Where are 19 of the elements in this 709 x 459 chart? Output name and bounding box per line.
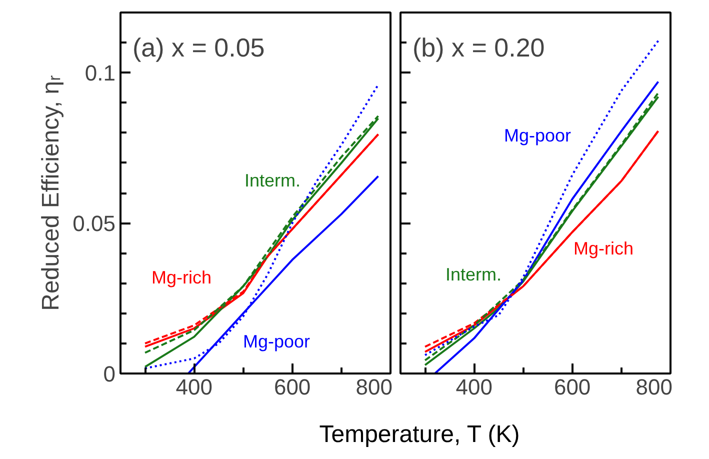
y-tick-label: 0.05 [72, 211, 116, 236]
series-label: Mg-poor [504, 126, 572, 146]
x-tick-label: 400 [456, 374, 492, 400]
x-axis-title: Temperature, T (K) [319, 420, 520, 450]
text: (b) x = 0.20 [412, 32, 545, 62]
y-tick-label: 0.1 [84, 60, 116, 86]
x-tick-label: 600 [274, 374, 311, 400]
x-tick-label: 600 [554, 374, 591, 400]
x-tick-label: 400 [176, 374, 212, 400]
text: (a) x = 0.05 [132, 32, 265, 62]
series-label: Mg-rich [574, 238, 634, 258]
x-tick-label: 800 [356, 374, 393, 400]
series-label: Mg-rich [152, 268, 212, 288]
series-label: Interm. [244, 170, 301, 190]
y-tick-label: 0 [103, 362, 116, 386]
y-axis-title: Reduced Efficiency, ηᵣ [38, 74, 65, 311]
series-label: Interm. [445, 264, 502, 284]
x-tick-label: 800 [636, 374, 673, 400]
series-label: Mg-poor [242, 332, 310, 352]
